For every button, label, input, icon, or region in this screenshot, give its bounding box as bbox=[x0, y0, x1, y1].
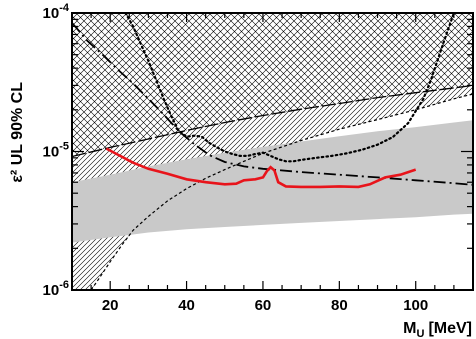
y-tick-label-base: 10 bbox=[43, 282, 60, 299]
x-tick-label: 80 bbox=[331, 297, 348, 314]
y-tick-label: 10-4 bbox=[43, 2, 70, 22]
x-axis-title: MU [MeV] bbox=[403, 320, 472, 339]
x-tick-label: 100 bbox=[403, 297, 428, 314]
excluded-region-crosshatch bbox=[72, 13, 473, 157]
x-axis-title-main: M bbox=[403, 320, 416, 337]
x-tick-label: 60 bbox=[255, 297, 272, 314]
expected-limit-band bbox=[72, 120, 473, 243]
limit-curve-short-dash bbox=[90, 93, 473, 290]
excluded-region-hatch bbox=[72, 85, 473, 290]
plot-area bbox=[72, 13, 473, 290]
x-tick-label: 40 bbox=[178, 297, 195, 314]
x-tick-label: 20 bbox=[102, 297, 119, 314]
axis-ticks bbox=[71, 12, 474, 291]
y-tick-label-exponent: -5 bbox=[59, 141, 69, 153]
x-axis-title-unit: [MeV] bbox=[428, 320, 472, 337]
limit-curve-dotted bbox=[124, 13, 455, 163]
y-tick-label-exponent: -6 bbox=[59, 279, 69, 291]
y-tick-label: 10-5 bbox=[43, 141, 69, 161]
y-axis-title: ε² UL 90% CL bbox=[9, 82, 26, 183]
series-layer bbox=[72, 13, 473, 290]
limit-curve-dash-dot bbox=[72, 22, 473, 186]
y-tick-label: 10-6 bbox=[43, 279, 69, 299]
y-tick-label-exponent: -4 bbox=[59, 2, 70, 14]
limit-curve-long-dash bbox=[72, 84, 473, 158]
x-axis-title-subscript: U bbox=[416, 328, 424, 339]
y-tick-label-base: 10 bbox=[43, 5, 60, 22]
measured-upper-limit-curve bbox=[105, 147, 417, 189]
y-tick-label-base: 10 bbox=[43, 144, 60, 161]
